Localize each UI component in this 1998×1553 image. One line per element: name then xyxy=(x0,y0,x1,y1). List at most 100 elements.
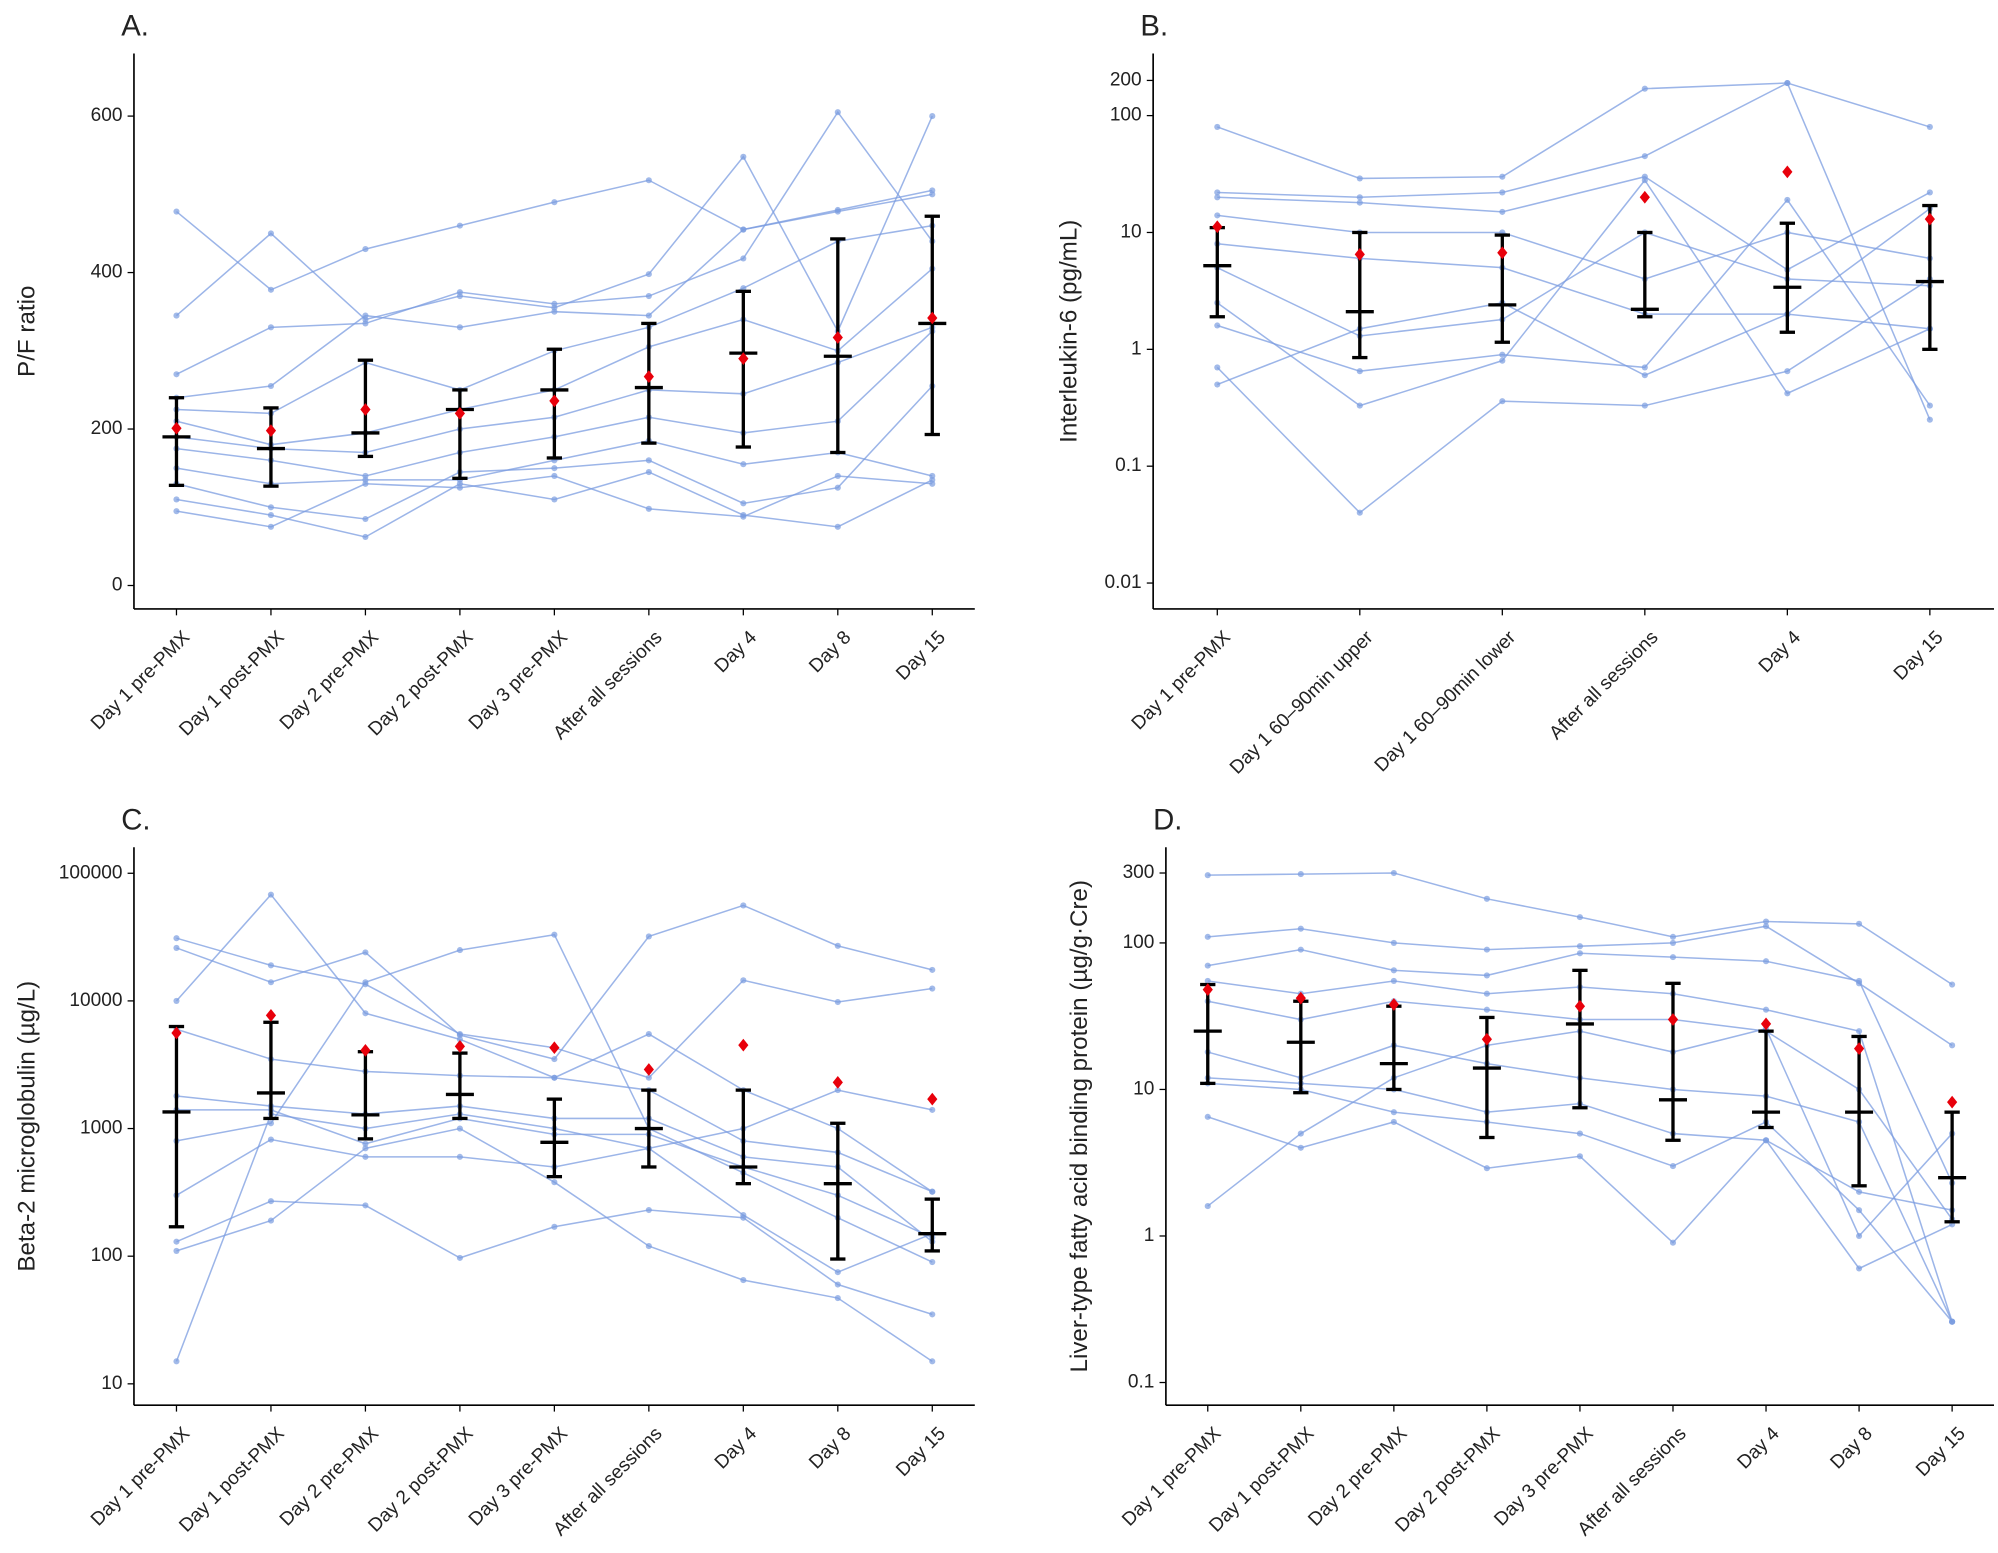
mean-marker xyxy=(1212,220,1223,234)
patient-point xyxy=(267,512,275,519)
patient-point xyxy=(1499,357,1506,364)
y-tick-label: 1000 xyxy=(80,1118,122,1139)
patient-point xyxy=(1669,1239,1677,1246)
patient-point xyxy=(1204,977,1211,985)
patient-point xyxy=(267,382,275,390)
patient-point xyxy=(740,977,747,984)
patient-point xyxy=(1762,1137,1770,1144)
x-tick-label: Day 2 post-PMX xyxy=(364,627,477,740)
patient-point xyxy=(1762,1006,1770,1013)
patient-point xyxy=(834,1269,841,1276)
x-tick-label: Day 1 post-PMX xyxy=(175,1423,288,1536)
x-tick-label: After all sessions xyxy=(1546,627,1663,744)
patient-point xyxy=(456,947,463,954)
patient-point xyxy=(1483,946,1490,953)
x-tick-label: Day 8 xyxy=(805,627,855,677)
patient-point xyxy=(740,1214,747,1221)
panel-label: A. xyxy=(121,10,149,43)
y-tick-label: 600 xyxy=(91,105,123,126)
patient-point xyxy=(1483,990,1490,997)
panel: C. Beta-2 microglobulin (µg/L) 10 100 1000 10… xyxy=(14,803,975,1540)
patient-point xyxy=(267,1120,275,1127)
patient-point xyxy=(456,1254,463,1261)
patient-point xyxy=(1949,981,1956,988)
patient-line xyxy=(176,110,933,375)
patient-point xyxy=(1641,402,1648,409)
patient-point xyxy=(173,935,180,942)
patient-point xyxy=(173,208,180,215)
x-tick-label: Day 3 pre-PMX xyxy=(465,627,572,734)
patient-point xyxy=(645,271,652,278)
patient-point xyxy=(173,997,180,1004)
patient-point xyxy=(362,979,369,986)
patient-point xyxy=(551,472,558,480)
patient-point xyxy=(645,312,652,319)
x-tick-label: Day 15 xyxy=(892,1423,950,1481)
patient-point xyxy=(834,208,841,215)
patient-point xyxy=(362,949,369,956)
patient-point xyxy=(645,292,652,300)
patient-point xyxy=(551,1056,558,1063)
patient-line xyxy=(1216,278,1931,514)
patient-point xyxy=(1949,1318,1956,1325)
mean-marker xyxy=(171,1026,182,1040)
patient-point xyxy=(1576,914,1583,921)
patient-point xyxy=(456,1032,463,1039)
patient-line xyxy=(1217,214,1930,280)
patient-point xyxy=(1762,923,1770,930)
patient-point xyxy=(456,1153,463,1160)
y-tick-label: 0.01 xyxy=(1105,572,1142,593)
patient-point xyxy=(645,1030,652,1038)
patient-point xyxy=(929,966,936,973)
patient-point xyxy=(267,523,275,530)
patient-point xyxy=(1214,123,1221,130)
patient-point xyxy=(362,533,369,541)
patient-point xyxy=(267,286,275,293)
patient-point xyxy=(1297,1144,1304,1151)
x-tick-label: Day 4 xyxy=(711,1423,761,1473)
x-tick-label: Day 1 60–90min lower xyxy=(1371,627,1521,777)
y-tick-label: 10 xyxy=(1120,222,1141,243)
patient-point xyxy=(1214,194,1221,201)
patient-point xyxy=(267,1198,275,1205)
patient-point xyxy=(551,465,558,472)
patient-point xyxy=(1204,872,1211,879)
patient-point xyxy=(834,484,841,491)
patient-point xyxy=(362,312,369,319)
patient-point xyxy=(834,942,841,949)
x-tick-label: Day 15 xyxy=(1890,627,1948,685)
patient-point xyxy=(362,1140,369,1147)
patient-point xyxy=(1214,381,1221,388)
y-tick-label: 10 xyxy=(101,1373,122,1394)
patient-point xyxy=(456,1036,463,1043)
patient-point xyxy=(1356,199,1363,206)
patient-point xyxy=(645,457,652,464)
patient-point xyxy=(834,1294,841,1302)
mean-marker xyxy=(1295,991,1306,1005)
mean-marker xyxy=(1574,999,1586,1013)
mean-marker xyxy=(1782,165,1793,179)
patient-point xyxy=(1784,196,1791,203)
patient-line xyxy=(1217,82,1931,420)
patient-point xyxy=(267,891,275,898)
patient-point xyxy=(1356,509,1363,516)
patient-line xyxy=(1217,198,1931,407)
patient-point xyxy=(834,1281,841,1288)
mean-marker xyxy=(454,1040,465,1053)
patient-point xyxy=(929,1188,936,1195)
patient-line xyxy=(175,179,933,291)
patient-point xyxy=(173,1358,180,1365)
patient-point xyxy=(1214,189,1221,196)
patient-point xyxy=(362,1010,369,1017)
patient-point xyxy=(1669,933,1677,940)
patient-point xyxy=(1856,1265,1863,1272)
patient-point xyxy=(1856,1188,1863,1195)
y-axis-label: P/F ratio xyxy=(14,286,41,377)
patient-point xyxy=(834,109,841,116)
x-tick-label: Day 15 xyxy=(1912,1423,1970,1481)
patient-point xyxy=(173,312,180,319)
patient-point xyxy=(1214,212,1221,219)
patient-point xyxy=(1356,175,1363,182)
patient-point xyxy=(1390,1118,1397,1126)
mean-marker xyxy=(1481,1032,1492,1046)
